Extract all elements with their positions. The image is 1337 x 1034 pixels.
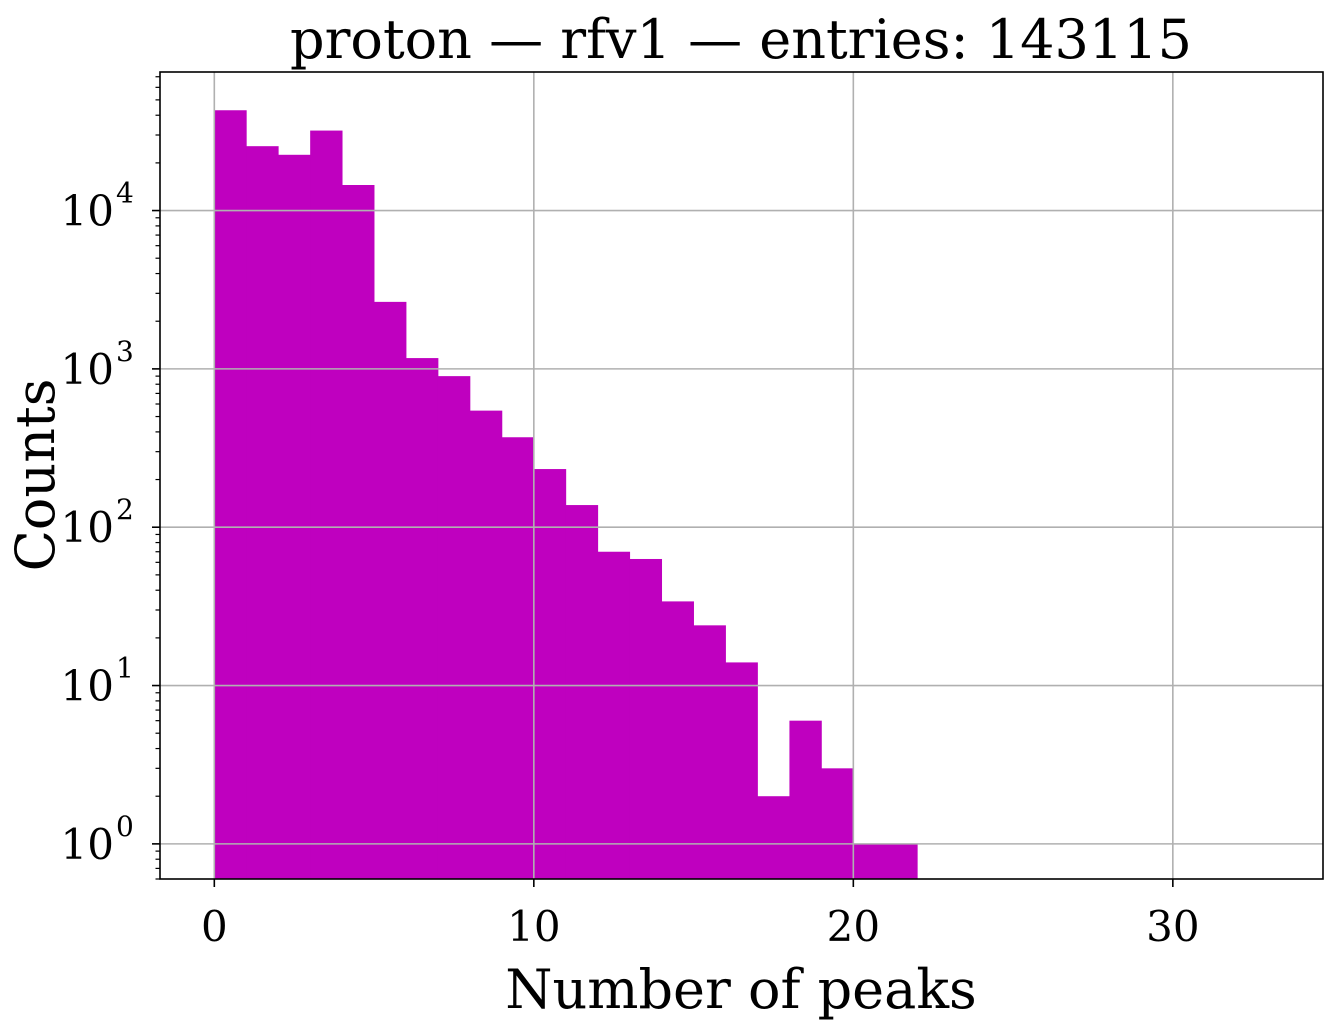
histogram-bar-12 xyxy=(597,551,631,879)
x-axis-label: Number of peaks xyxy=(505,958,977,1021)
histogram-bar-14 xyxy=(661,601,694,879)
histogram-bar-19 xyxy=(821,768,854,879)
y-tick-label: 10 xyxy=(61,820,114,869)
histogram-bar-8 xyxy=(469,410,503,879)
y-tick-exponent: 0 xyxy=(116,810,134,843)
y-tick-label: 10 xyxy=(61,662,114,711)
y-tick-exponent: 4 xyxy=(116,177,134,210)
histogram-bar-1 xyxy=(246,146,279,879)
y-tick-exponent: 1 xyxy=(116,652,134,685)
x-tick-label: 10 xyxy=(507,902,560,951)
x-tick-label: 0 xyxy=(201,902,228,951)
histogram-bar-20 xyxy=(853,843,886,879)
histogram-bar-9 xyxy=(501,437,535,879)
histogram-bar-6 xyxy=(406,358,439,880)
histogram-bar-13 xyxy=(629,558,663,879)
bars xyxy=(160,72,1323,880)
y-tick-label: 10 xyxy=(61,345,114,394)
y-tick-label: 10 xyxy=(61,187,114,236)
histogram-bar-18 xyxy=(789,720,822,879)
histogram-bar-21 xyxy=(885,843,918,879)
plot-frame xyxy=(159,71,1324,880)
histogram-bar-3 xyxy=(310,130,343,879)
histogram-bar-7 xyxy=(437,376,471,879)
y-tick-label: 10 xyxy=(61,503,114,552)
y-axis-label: Counts xyxy=(4,379,67,572)
x-tick-label: 20 xyxy=(827,902,880,951)
histogram-bar-5 xyxy=(374,301,407,879)
histogram-bar-15 xyxy=(693,625,726,879)
chart-title: proton — rfv1 — entries: 143115 xyxy=(290,8,1192,71)
histogram-bar-0 xyxy=(214,110,247,879)
histogram-bar-10 xyxy=(533,469,567,879)
x-tick-label: 30 xyxy=(1146,902,1199,951)
histogram-bar-2 xyxy=(278,154,311,880)
histogram-bar-4 xyxy=(342,185,375,879)
y-tick-exponent: 3 xyxy=(116,335,134,368)
histogram-bar-16 xyxy=(725,662,758,879)
histogram-bar-17 xyxy=(757,796,790,879)
y-tick-exponent: 2 xyxy=(116,493,134,526)
histogram-bar-11 xyxy=(565,505,599,879)
